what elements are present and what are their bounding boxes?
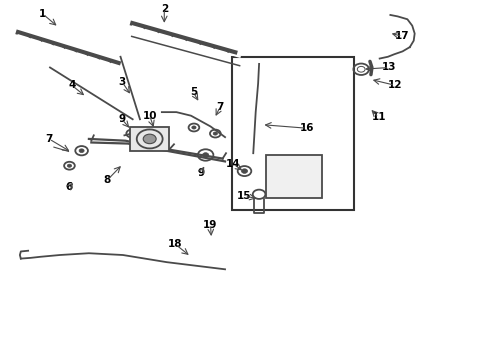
Circle shape	[143, 134, 156, 144]
Text: 5: 5	[189, 87, 197, 98]
Text: 11: 11	[371, 112, 385, 122]
Bar	[232, 57, 353, 210]
Text: 3: 3	[118, 77, 125, 87]
Text: 13: 13	[381, 63, 396, 72]
Text: 4: 4	[68, 80, 76, 90]
Text: 1: 1	[39, 9, 46, 19]
Text: 15: 15	[237, 191, 251, 201]
Text: 16: 16	[299, 123, 313, 133]
Circle shape	[202, 153, 208, 157]
Circle shape	[67, 164, 71, 167]
Text: 2: 2	[161, 4, 167, 14]
Circle shape	[191, 126, 196, 129]
Bar	[130, 127, 169, 152]
Bar	[266, 155, 322, 198]
Text: 19: 19	[203, 220, 217, 230]
Text: 9: 9	[118, 114, 125, 124]
Text: 14: 14	[225, 159, 240, 169]
Circle shape	[129, 132, 134, 135]
Text: 6: 6	[66, 182, 73, 192]
Text: 10: 10	[142, 111, 157, 121]
Text: 9: 9	[197, 168, 204, 178]
Text: 12: 12	[387, 80, 402, 90]
Text: 7: 7	[45, 134, 53, 144]
Text: 18: 18	[168, 239, 183, 249]
Text: 17: 17	[394, 31, 409, 41]
Text: 7: 7	[216, 102, 224, 112]
Text: 8: 8	[103, 175, 111, 185]
Circle shape	[213, 132, 217, 135]
Circle shape	[79, 149, 84, 153]
Circle shape	[241, 169, 247, 173]
